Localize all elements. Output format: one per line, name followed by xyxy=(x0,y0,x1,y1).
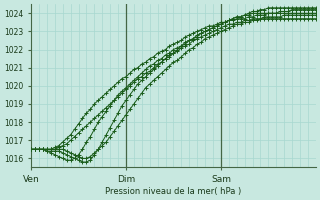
X-axis label: Pression niveau de la mer( hPa ): Pression niveau de la mer( hPa ) xyxy=(105,187,242,196)
